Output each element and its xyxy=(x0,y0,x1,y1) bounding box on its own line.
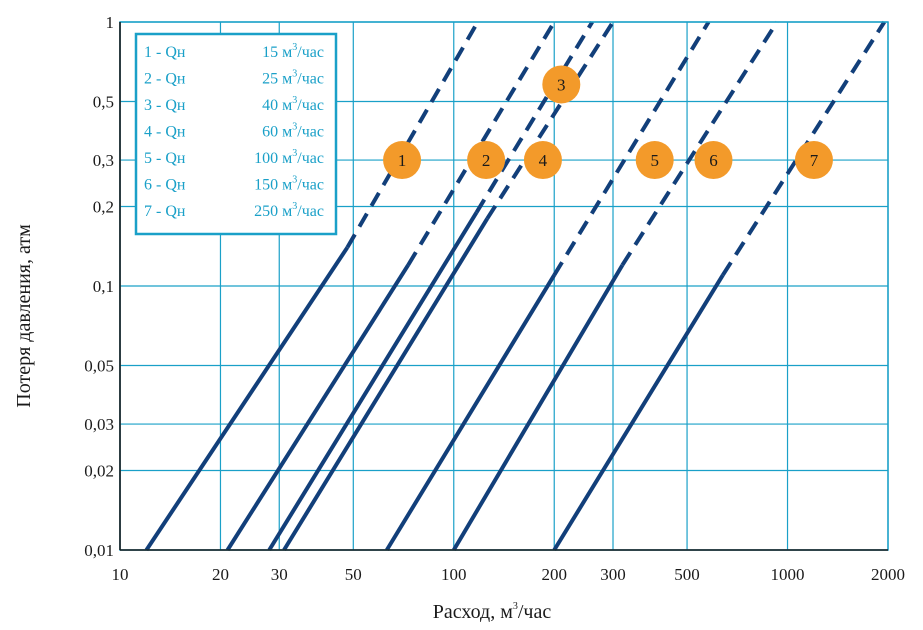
legend-entry-2-name: 2 - Qн xyxy=(144,71,186,88)
series-6-solid-line xyxy=(452,264,625,552)
badge-1-circle xyxy=(383,141,422,180)
badge-4-label: 4 xyxy=(539,151,548,170)
legend-entry-3-flow: 40 м3/час xyxy=(262,95,324,114)
y-tick-label-3: 0,05 xyxy=(84,356,114,375)
legend-entry-4-name: 4 - Qн xyxy=(144,124,186,141)
y-tick-label-0: 0,01 xyxy=(84,541,114,560)
x-axis-title: Расход, м3/час xyxy=(433,601,552,623)
legend-entry-6-name: 6 - Qн xyxy=(144,177,186,194)
badge-3-circle xyxy=(542,65,581,104)
legend-entry-1-flow: 15 м3/час xyxy=(262,42,324,61)
legend-entry-1-name: 1 - Qн xyxy=(144,44,186,61)
series-1-solid-line xyxy=(144,246,350,552)
badge-5-circle xyxy=(635,141,674,180)
y-tick-label-2: 0,03 xyxy=(84,415,114,434)
x-axis-title-sup: 3 xyxy=(513,601,518,612)
badge-2-circle xyxy=(467,141,506,180)
tick-labels: 10 20 30 50 100 200 300 500 1000 2000 0,01 0,02 0,03… xyxy=(84,13,905,584)
badge-6-label: 6 xyxy=(709,151,718,170)
legend-entry-5-flow: 100 м3/час xyxy=(254,148,324,167)
legend-entry-6-flow: 150 м3/час xyxy=(254,175,324,194)
legend: 1 - Qн 15 м3/час 2 - Qн 25 м3/час 3 - Qн 40 м… xyxy=(134,32,338,236)
series-5-solid-line xyxy=(385,274,556,552)
x-tick-label-4: 100 xyxy=(441,565,467,584)
series-1-dashed-line xyxy=(345,20,480,249)
y-tick-label-4: 0,1 xyxy=(93,277,114,296)
series-7-solid-line xyxy=(552,274,725,552)
y-tick-label-1: 0,02 xyxy=(84,462,114,481)
x-tick-label-8: 1000 xyxy=(771,565,805,584)
badge-3-label: 3 xyxy=(557,75,566,94)
x-axis-title-main: Расход, м xyxy=(433,601,513,623)
series-4-dashed-line xyxy=(485,20,615,220)
x-tick-label-3: 50 xyxy=(345,565,362,584)
y-axis-title: Потеря давления, атм xyxy=(13,224,35,408)
x-axis-title-tail: /час xyxy=(518,601,551,623)
legend-entry-7-flow: 250 м3/час xyxy=(254,201,324,220)
badge-7-circle xyxy=(794,141,833,180)
badge-2-label: 2 xyxy=(482,151,491,170)
badge-7-label: 7 xyxy=(810,151,819,170)
legend-entry-2-flow: 25 м3/час xyxy=(262,69,324,88)
x-tick-label-2: 30 xyxy=(271,565,288,584)
x-tick-label-9: 2000 xyxy=(871,565,905,584)
series-6-dashed-line xyxy=(620,20,779,267)
badge-5-label: 5 xyxy=(650,151,659,170)
badge-4-circle xyxy=(523,141,562,180)
series-badges: 1 2 3 4 5 6 7 xyxy=(383,65,833,180)
series-3-solid-line xyxy=(267,211,479,552)
legend-entry-4-flow: 60 м3/час xyxy=(262,122,324,141)
series-2-solid-line xyxy=(225,264,410,552)
x-tick-label-7: 500 xyxy=(674,565,700,584)
x-tick-label-1: 20 xyxy=(212,565,229,584)
x-tick-label-0: 10 xyxy=(112,565,129,584)
series-4-solid-line xyxy=(282,217,489,552)
series-5-dashed-line xyxy=(552,20,711,277)
badge-6-circle xyxy=(694,141,733,180)
x-tick-label-6: 300 xyxy=(600,565,626,584)
y-tick-label-5: 0,2 xyxy=(93,198,114,217)
legend-entry-5-name: 5 - Qн xyxy=(144,150,186,167)
y-tick-label-8: 1 xyxy=(106,13,115,32)
y-tick-label-6: 0,3 xyxy=(93,151,114,170)
series-3-dashed-line xyxy=(474,20,594,214)
legend-entry-3-name: 3 - Qн xyxy=(144,97,186,114)
legend-entry-7-name: 7 - Qн xyxy=(144,203,186,220)
x-tick-label-5: 200 xyxy=(541,565,567,584)
legend-box xyxy=(134,32,338,236)
badge-1-label: 1 xyxy=(398,151,407,170)
y-tick-label-7: 0,5 xyxy=(93,92,114,111)
